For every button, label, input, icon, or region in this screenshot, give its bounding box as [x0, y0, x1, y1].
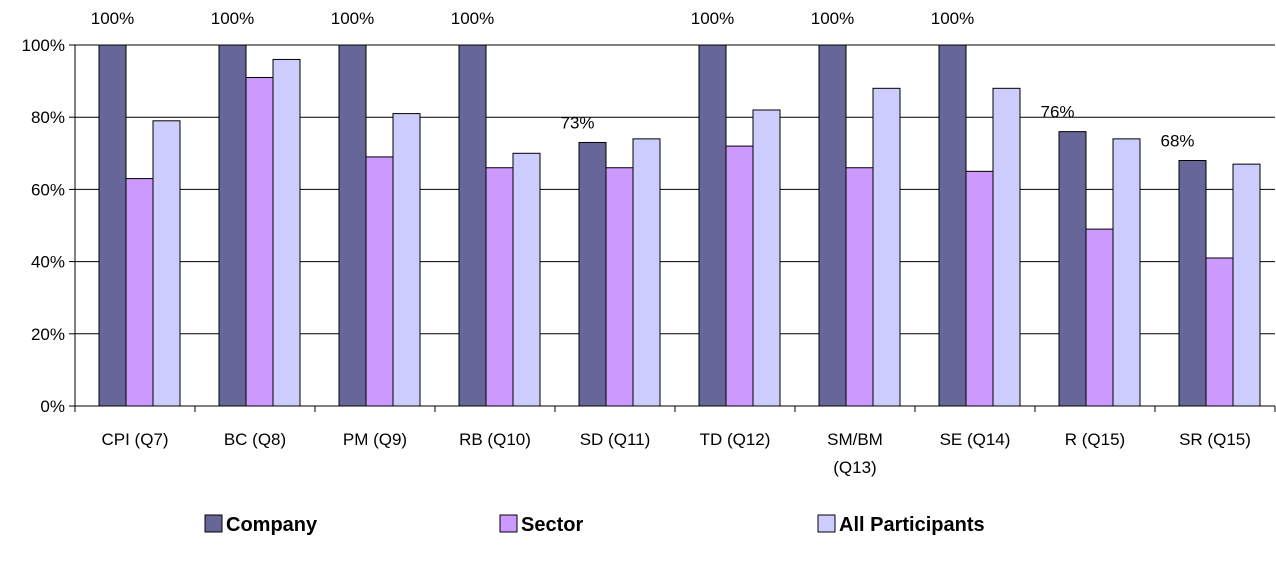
- bar-all-participants: [272, 58, 301, 407]
- bar-sector: [1205, 257, 1234, 407]
- category-label: TD (Q12): [700, 430, 771, 449]
- bar-all-participants: [152, 120, 181, 407]
- bar-company: [578, 141, 607, 407]
- category-label: RB (Q10): [459, 430, 531, 449]
- legend-label: All Participants: [839, 514, 985, 536]
- category-label: CPI (Q7): [101, 430, 168, 449]
- y-tick-label: 80%: [31, 108, 65, 127]
- y-tick-label: 100%: [22, 36, 65, 55]
- y-tick-label: 60%: [31, 180, 65, 199]
- bar-sector: [965, 170, 994, 407]
- category-label: PM (Q9): [343, 430, 407, 449]
- data-label: 76%: [1040, 103, 1074, 122]
- category-labels: CPI (Q7) BC (Q8) PM (Q9) RB (Q10) SD (Q11) TD…: [101, 430, 1250, 477]
- bar-company: [818, 44, 847, 407]
- bar-company: [698, 44, 727, 407]
- y-tick-label: 0%: [40, 397, 65, 416]
- legend: Company Sector All Participants: [204, 514, 985, 536]
- bar-company: [98, 44, 127, 407]
- legend-label: Company: [226, 514, 318, 536]
- bar-sector: [245, 76, 274, 407]
- bar-sector: [605, 167, 634, 407]
- category-label: SD (Q11): [580, 430, 651, 449]
- bar-company: [458, 44, 487, 407]
- data-label: 100%: [211, 9, 254, 28]
- data-label: 100%: [931, 9, 974, 28]
- legend-swatch: [817, 514, 836, 533]
- bar-company: [1178, 160, 1207, 407]
- legend-swatch: [499, 514, 518, 533]
- category-label: SE (Q14): [940, 430, 1011, 449]
- data-label: 68%: [1160, 132, 1194, 151]
- y-tick-label: 40%: [31, 253, 65, 272]
- data-label: 100%: [451, 9, 494, 28]
- bar-sector: [725, 145, 754, 407]
- legend-swatch: [204, 514, 223, 533]
- bar-all-participants: [872, 87, 901, 407]
- bar-all-participants: [1232, 163, 1261, 407]
- category-label: SM/BM: [827, 430, 883, 449]
- bar-company: [938, 44, 967, 407]
- bar-sector: [365, 156, 394, 407]
- data-label: 73%: [560, 113, 594, 132]
- bar-company: [218, 44, 247, 407]
- bar-sector: [845, 167, 874, 407]
- bar-company: [1058, 131, 1087, 407]
- bar-all-participants: [632, 138, 661, 407]
- y-tick-label: 20%: [31, 325, 65, 344]
- bar-all-participants: [512, 152, 541, 407]
- category-label: SR (Q15): [1179, 430, 1251, 449]
- bar-all-participants: [1112, 138, 1141, 407]
- legend-label: Sector: [521, 514, 583, 536]
- data-label: 100%: [811, 9, 854, 28]
- bar-sector: [1085, 228, 1114, 407]
- bar-all-participants: [992, 87, 1021, 407]
- bar-all-participants: [752, 109, 781, 407]
- data-label: 100%: [691, 9, 734, 28]
- category-label: (Q13): [833, 458, 876, 477]
- category-label: BC (Q8): [224, 430, 286, 449]
- category-label: R (Q15): [1065, 430, 1125, 449]
- bar-sector: [125, 178, 154, 407]
- axes: [69, 44, 1276, 412]
- data-label: 100%: [91, 9, 134, 28]
- data-label: 100%: [331, 9, 374, 28]
- data-labels: 100% 100% 100% 100% 73% 100% 100% 100% 76% 68%: [91, 9, 1195, 151]
- bar-sector: [485, 167, 514, 407]
- bar-all-participants: [392, 113, 421, 407]
- bars-group: [98, 44, 1261, 407]
- bar-company: [338, 44, 367, 407]
- y-axis-ticks: 0% 20% 40% 60% 80% 100%: [22, 36, 65, 416]
